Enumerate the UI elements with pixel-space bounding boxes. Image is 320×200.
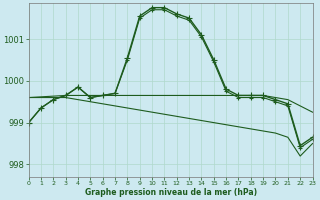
X-axis label: Graphe pression niveau de la mer (hPa): Graphe pression niveau de la mer (hPa) <box>84 188 257 197</box>
